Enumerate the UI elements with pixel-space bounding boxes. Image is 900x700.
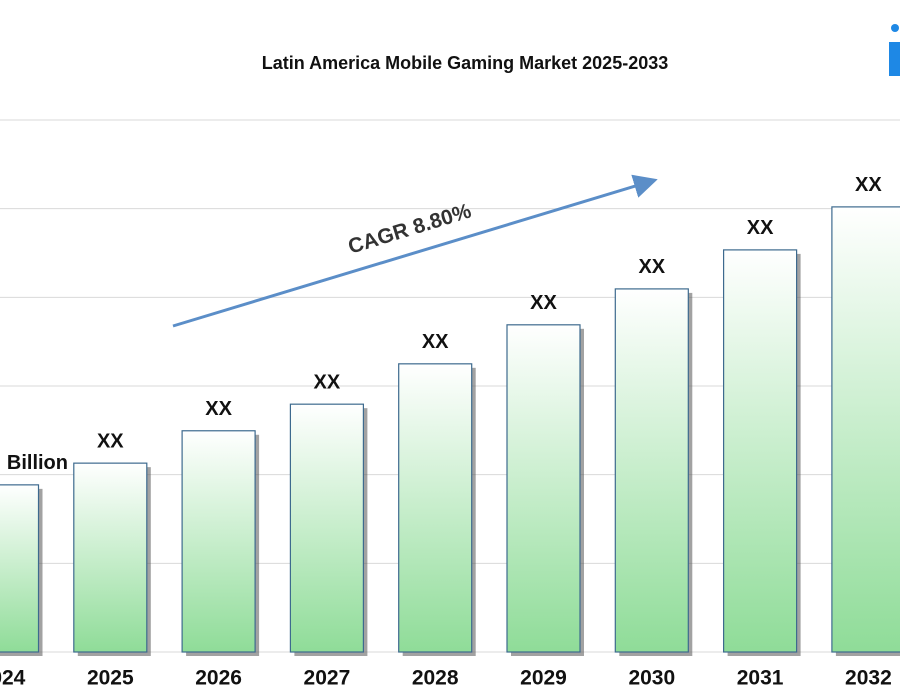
bar — [181, 430, 256, 653]
x-tick-label: 2026 — [195, 667, 242, 690]
value-label: XX — [314, 371, 341, 393]
bar — [0, 484, 40, 653]
bar — [722, 249, 798, 653]
x-tick-label: 2027 — [304, 667, 351, 690]
value-label: XX — [855, 174, 882, 196]
value-label: XX — [422, 331, 449, 353]
x-tick-label: 2024 — [0, 667, 26, 690]
bar — [831, 206, 900, 653]
logo — [889, 24, 900, 76]
value-label: XX — [638, 256, 665, 278]
bar — [73, 462, 148, 653]
x-tick-label: 2028 — [412, 667, 459, 690]
x-tick-label: 2032 — [845, 667, 892, 690]
value-label: XX — [97, 430, 124, 452]
bar — [614, 288, 689, 653]
bar — [398, 363, 473, 653]
bar — [289, 403, 364, 653]
bar — [506, 324, 581, 653]
x-tick-label: 2031 — [737, 667, 784, 690]
bars: 2024 Billion 2025 XX 2026 XX 2027 XX 2028 XX 2029 X… — [0, 174, 900, 690]
value-label: XX — [205, 398, 232, 420]
x-tick-label: 2025 — [87, 667, 134, 690]
x-tick-label: 2030 — [628, 667, 675, 690]
cagr-arrow — [172, 174, 658, 328]
value-label: XX — [530, 292, 557, 314]
value-label: Billion — [7, 452, 68, 474]
x-tick-label: 2029 — [520, 667, 567, 690]
value-label: XX — [747, 217, 774, 239]
chart-title: Latin America Mobile Gaming Market 2025-… — [262, 53, 669, 73]
